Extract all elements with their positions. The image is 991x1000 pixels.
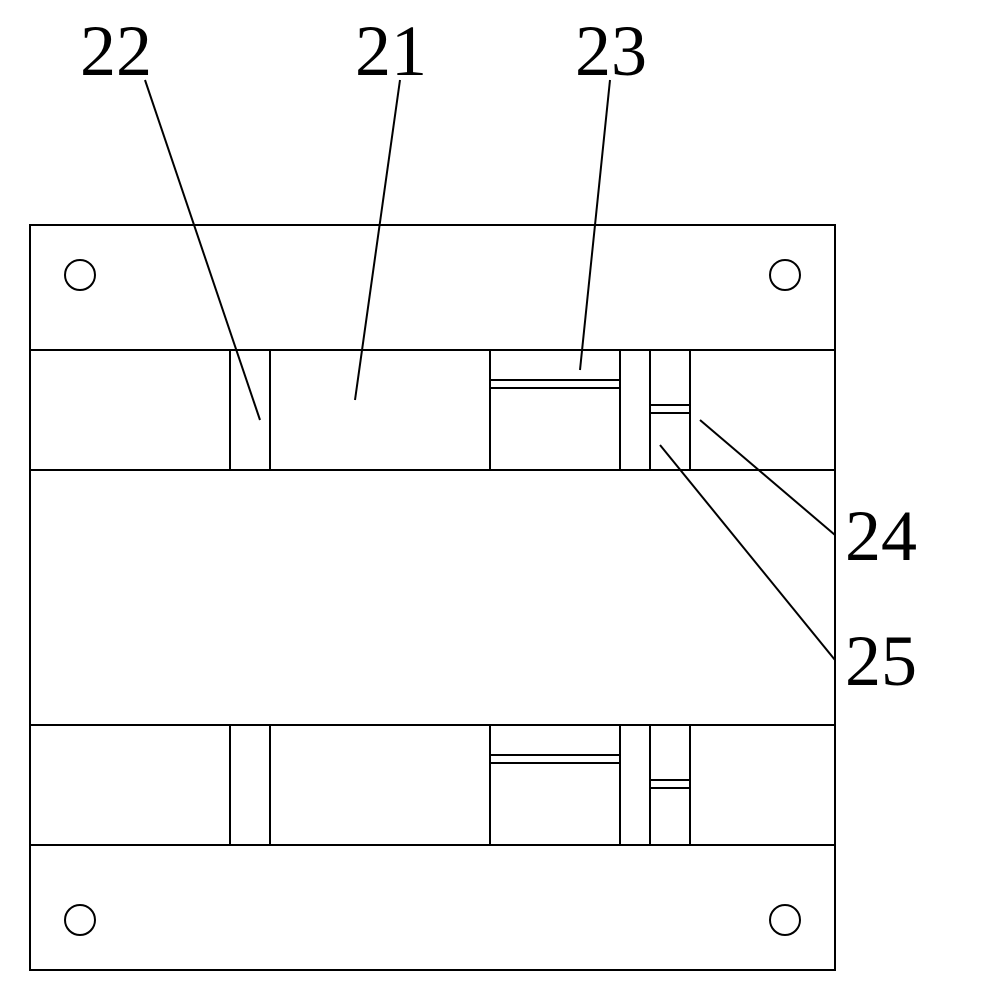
outer-plate [30,225,835,970]
diagram-svg [0,0,991,1000]
hole-tl [65,260,95,290]
hole-tr [770,260,800,290]
hole-bl [65,905,95,935]
hole-br [770,905,800,935]
leader-25 [660,445,835,660]
leader-21 [355,80,400,400]
leader-22 [145,80,260,420]
